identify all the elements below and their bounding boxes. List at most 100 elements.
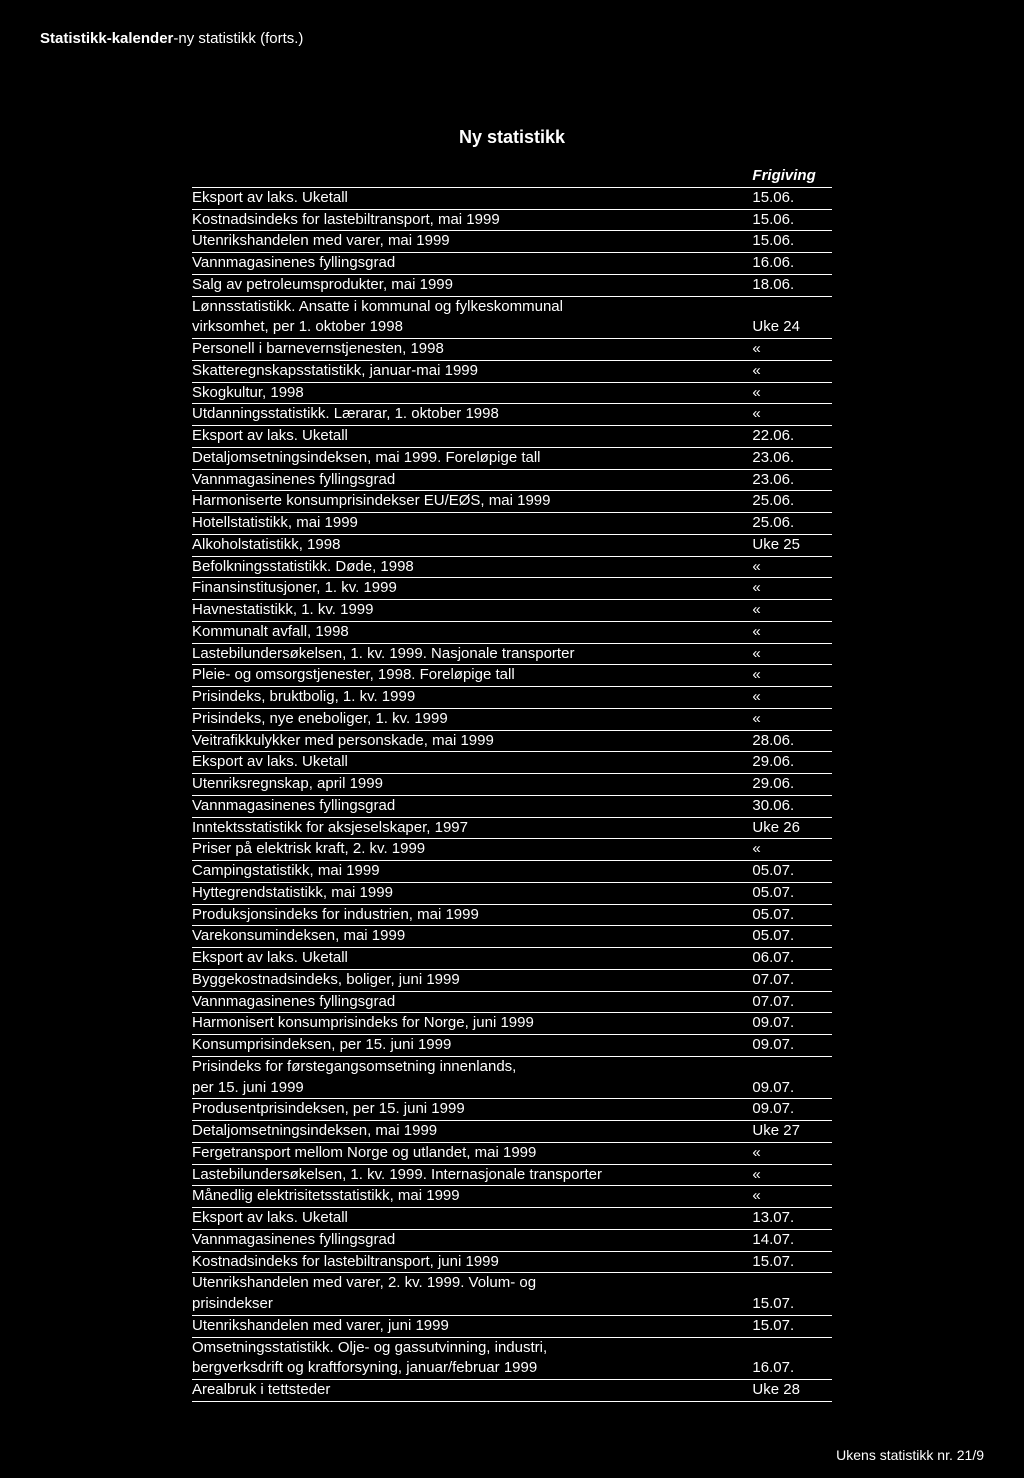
column-date-header: Frigiving (752, 166, 832, 187)
row-date: « (752, 404, 832, 426)
column-name-header (192, 166, 752, 187)
row-name: Lønnsstatistikk. Ansatte i kommunal og f… (192, 296, 752, 317)
row-name: Salg av petroleumsprodukter, mai 1999 (192, 274, 752, 296)
table-row: Skatteregnskapsstatistikk, januar-mai 19… (192, 360, 832, 382)
table-row: Veitrafikkulykker med personskade, mai 1… (192, 730, 832, 752)
table-row: Inntektsstatistikk for aksjeselskaper, 1… (192, 817, 832, 839)
row-date: 14.07. (752, 1229, 832, 1251)
table-row: Byggekostnadsindeks, boliger, juni 19990… (192, 969, 832, 991)
row-name: Befolkningsstatistikk. Døde, 1998 (192, 556, 752, 578)
row-name: Vannmagasinenes fyllingsgrad (192, 469, 752, 491)
table-row: Salg av petroleumsprodukter, mai 199918.… (192, 274, 832, 296)
row-name: Skatteregnskapsstatistikk, januar-mai 19… (192, 360, 752, 382)
row-name: Detaljomsetningsindeksen, mai 1999 (192, 1121, 752, 1143)
row-name: Eksport av laks. Uketall (192, 1208, 752, 1230)
row-name: Skogkultur, 1998 (192, 382, 752, 404)
row-date: « (752, 1164, 832, 1186)
row-name: Havnestatistikk, 1. kv. 1999 (192, 600, 752, 622)
row-date: « (752, 360, 832, 382)
table-row: prisindekser15.07. (192, 1294, 832, 1315)
row-name: Kostnadsindeks for lastebiltransport, ma… (192, 209, 752, 231)
row-name: Inntektsstatistikk for aksjeselskaper, 1… (192, 817, 752, 839)
table-row: Harmoniserte konsumprisindekser EU/EØS, … (192, 491, 832, 513)
row-name: Prisindeks, bruktbolig, 1. kv. 1999 (192, 687, 752, 709)
row-name: Månedlig elektrisitetsstatistikk, mai 19… (192, 1186, 752, 1208)
table-row: Campingstatistikk, mai 199905.07. (192, 861, 832, 883)
table-row: Befolkningsstatistikk. Døde, 1998« (192, 556, 832, 578)
row-name: virksomhet, per 1. oktober 1998 (192, 317, 752, 338)
table-row: Utenrikshandelen med varer, juni 199915.… (192, 1315, 832, 1337)
page: Statistikk-kalender-ny statistikk (forts… (0, 0, 1024, 1478)
table-row: Prisindeks, bruktbolig, 1. kv. 1999« (192, 687, 832, 709)
row-date: 25.06. (752, 513, 832, 535)
row-date: 07.07. (752, 969, 832, 991)
header-rest: -ny statistikk (forts.) (173, 30, 303, 47)
row-name: Lastebilundersøkelsen, 1. kv. 1999. Nasj… (192, 643, 752, 665)
row-name: Priser på elektrisk kraft, 2. kv. 1999 (192, 839, 752, 861)
row-name: Byggekostnadsindeks, boliger, juni 1999 (192, 969, 752, 991)
table-body: Eksport av laks. Uketall15.06.Kostnadsin… (192, 187, 832, 1401)
row-date: 28.06. (752, 730, 832, 752)
row-date: « (752, 708, 832, 730)
row-date (752, 1337, 832, 1358)
row-date: « (752, 665, 832, 687)
row-date: 15.07. (752, 1251, 832, 1273)
row-name: Harmonisert konsumprisindeks for Norge, … (192, 1013, 752, 1035)
row-name: per 15. juni 1999 (192, 1078, 752, 1099)
row-name: prisindekser (192, 1294, 752, 1315)
row-date: 23.06. (752, 469, 832, 491)
table-row: Utdanningsstatistikk. Lærarar, 1. oktobe… (192, 404, 832, 426)
table-container: Frigiving Eksport av laks. Uketall15.06.… (192, 166, 832, 1402)
table-row: Hyttegrendstatistikk, mai 199905.07. (192, 882, 832, 904)
row-date: 16.07. (752, 1358, 832, 1379)
row-name: Utenrikshandelen med varer, juni 1999 (192, 1315, 752, 1337)
row-date: Uke 24 (752, 317, 832, 338)
row-name: Fergetransport mellom Norge og utlandet,… (192, 1142, 752, 1164)
row-date (752, 1056, 832, 1077)
row-date: Uke 28 (752, 1380, 832, 1402)
table-row: Eksport av laks. Uketall22.06. (192, 426, 832, 448)
table-row: Utenrikshandelen med varer, mai 199915.0… (192, 231, 832, 253)
row-name: Finansinstitusjoner, 1. kv. 1999 (192, 578, 752, 600)
row-date: « (752, 556, 832, 578)
row-name: Vannmagasinenes fyllingsgrad (192, 253, 752, 275)
table-row: Prisindeks for førstegangsomsetning inne… (192, 1056, 832, 1077)
table-row: Eksport av laks. Uketall29.06. (192, 752, 832, 774)
header-bold: Statistikk-kalender (40, 30, 173, 47)
table-row: Lastebilundersøkelsen, 1. kv. 1999. Inte… (192, 1164, 832, 1186)
table-row: Vannmagasinenes fyllingsgrad16.06. (192, 253, 832, 275)
table-row: Detaljomsetningsindeksen, mai 1999Uke 27 (192, 1121, 832, 1143)
row-date: Uke 25 (752, 534, 832, 556)
row-date: 09.07. (752, 1099, 832, 1121)
row-name: Vannmagasinenes fyllingsgrad (192, 1229, 752, 1251)
row-date: Uke 27 (752, 1121, 832, 1143)
row-date: « (752, 1142, 832, 1164)
row-name: bergverksdrift og kraftforsyning, januar… (192, 1358, 752, 1379)
row-name: Harmoniserte konsumprisindekser EU/EØS, … (192, 491, 752, 513)
row-name: Utenriksregnskap, april 1999 (192, 774, 752, 796)
table-row: Kostnadsindeks for lastebiltransport, ma… (192, 209, 832, 231)
row-name: Produsentprisindeksen, per 15. juni 1999 (192, 1099, 752, 1121)
table-row: Fergetransport mellom Norge og utlandet,… (192, 1142, 832, 1164)
row-name: Produksjonsindeks for industrien, mai 19… (192, 904, 752, 926)
row-date: « (752, 600, 832, 622)
table-row: Konsumprisindeksen, per 15. juni 199909.… (192, 1035, 832, 1057)
row-name: Eksport av laks. Uketall (192, 948, 752, 970)
row-date: Uke 26 (752, 817, 832, 839)
row-name: Eksport av laks. Uketall (192, 752, 752, 774)
table-row: Kommunalt avfall, 1998« (192, 621, 832, 643)
row-name: Veitrafikkulykker med personskade, mai 1… (192, 730, 752, 752)
row-date: 07.07. (752, 991, 832, 1013)
row-name: Hyttegrendstatistikk, mai 1999 (192, 882, 752, 904)
row-name: Hotellstatistikk, mai 1999 (192, 513, 752, 535)
table-row: Lastebilundersøkelsen, 1. kv. 1999. Nasj… (192, 643, 832, 665)
table-row: per 15. juni 199909.07. (192, 1078, 832, 1099)
row-date: 09.07. (752, 1035, 832, 1057)
table-row: Prisindeks, nye eneboliger, 1. kv. 1999« (192, 708, 832, 730)
row-date: 05.07. (752, 861, 832, 883)
row-name: Eksport av laks. Uketall (192, 187, 752, 209)
table-row: Harmonisert konsumprisindeks for Norge, … (192, 1013, 832, 1035)
row-date: 22.06. (752, 426, 832, 448)
row-date: « (752, 687, 832, 709)
row-date: 15.06. (752, 209, 832, 231)
